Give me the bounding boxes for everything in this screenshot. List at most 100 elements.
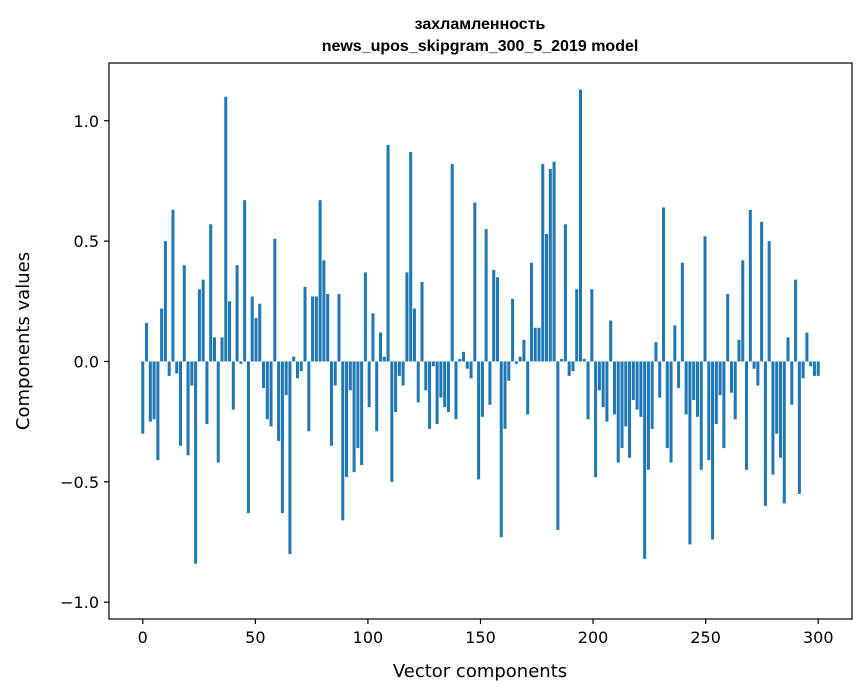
bar-150 <box>707 361 711 461</box>
bar-103 <box>529 262 533 362</box>
bar-69 <box>401 361 405 386</box>
bar-47 <box>318 200 322 362</box>
bar-54 <box>345 361 349 477</box>
bar-70 <box>405 272 409 362</box>
bar-76 <box>428 361 432 429</box>
x-tick-label-50: 50 <box>245 628 265 647</box>
bar-170 <box>782 361 786 504</box>
bar-5 <box>160 308 164 362</box>
bar-60 <box>367 361 371 408</box>
bar-91 <box>484 229 488 362</box>
bar-83 <box>454 361 458 420</box>
bar-75 <box>424 361 428 391</box>
bar-108 <box>548 168 552 362</box>
bar-20 <box>216 361 220 463</box>
y-tick-label-1: −0.5 <box>60 473 99 492</box>
bar-31 <box>258 303 262 362</box>
bar-158 <box>737 339 741 362</box>
bar-79 <box>439 361 443 398</box>
bar-3 <box>152 361 156 420</box>
bar-115 <box>575 289 579 362</box>
y-tick-label-2: 0.0 <box>74 352 99 371</box>
bar-106 <box>541 164 545 362</box>
bar-110 <box>556 361 560 530</box>
bar-30 <box>254 318 258 362</box>
bar-10 <box>179 361 183 446</box>
bar-176 <box>805 332 809 362</box>
bar-78 <box>435 361 439 425</box>
bar-66 <box>390 361 394 482</box>
bar-11 <box>182 265 186 362</box>
bar-22 <box>224 96 228 362</box>
x-tick-label-100: 100 <box>353 628 384 647</box>
x-tick-label-300: 300 <box>803 628 834 647</box>
bar-2 <box>148 361 152 422</box>
bar-107 <box>545 233 549 362</box>
bar-86 <box>465 361 469 369</box>
bar-171 <box>786 337 790 362</box>
bar-0 <box>141 361 145 434</box>
x-tick-label-250: 250 <box>690 628 721 647</box>
y-tick-label-3: 0.5 <box>74 232 99 251</box>
bars-group <box>141 89 820 564</box>
bar-82 <box>450 164 454 362</box>
bar-141 <box>673 325 677 362</box>
bar-52 <box>337 294 341 362</box>
bar-117 <box>582 359 586 362</box>
bar-85 <box>462 351 466 362</box>
bar-74 <box>420 282 424 362</box>
bar-131 <box>635 361 639 410</box>
bar-97 <box>507 361 511 381</box>
bar-49 <box>326 294 330 362</box>
bar-32 <box>262 361 266 388</box>
bar-157 <box>733 361 737 420</box>
bar-77 <box>431 361 435 367</box>
bar-94 <box>495 277 499 362</box>
bar-145 <box>688 361 692 545</box>
bar-172 <box>790 361 794 405</box>
bar-167 <box>771 361 775 475</box>
bar-98 <box>511 298 515 362</box>
bar-19 <box>212 337 216 362</box>
bar-53 <box>341 361 345 521</box>
bar-4 <box>156 361 160 461</box>
bar-142 <box>677 361 681 388</box>
bar-43 <box>303 286 307 362</box>
bar-64 <box>382 356 386 362</box>
bar-34 <box>269 361 273 427</box>
bar-149 <box>703 236 707 362</box>
bar-41 <box>295 361 299 379</box>
chart-title-line-2: news_upos_skipgram_300_5_2019 model <box>322 38 639 55</box>
bar-90 <box>480 361 484 417</box>
bar-123 <box>605 361 609 422</box>
bar-26 <box>239 361 243 364</box>
x-axis: 0 50 100 150 200 250 300 <box>138 619 834 647</box>
y-tick-label-4: 1.0 <box>74 112 99 131</box>
bar-140 <box>669 361 673 463</box>
bar-128 <box>624 361 628 427</box>
bar-57 <box>356 361 360 449</box>
bar-37 <box>280 361 284 514</box>
bar-168 <box>775 361 779 434</box>
bar-169 <box>778 361 782 458</box>
bar-38 <box>284 361 288 396</box>
bar-80 <box>443 361 447 408</box>
bar-137 <box>658 361 662 398</box>
bar-21 <box>220 337 224 362</box>
bar-44 <box>307 361 311 432</box>
bar-55 <box>348 361 352 391</box>
bar-119 <box>590 289 594 362</box>
y-axis-label: Components values <box>13 252 34 430</box>
bar-164 <box>760 221 764 362</box>
bar-92 <box>488 361 492 405</box>
bar-120 <box>594 361 598 477</box>
bar-135 <box>650 361 654 429</box>
bar-148 <box>699 361 703 470</box>
bar-23 <box>228 301 232 362</box>
bar-118 <box>586 361 590 420</box>
bar-95 <box>499 361 503 538</box>
bar-45 <box>311 296 315 362</box>
bar-67 <box>394 361 398 413</box>
bar-29 <box>250 296 254 362</box>
